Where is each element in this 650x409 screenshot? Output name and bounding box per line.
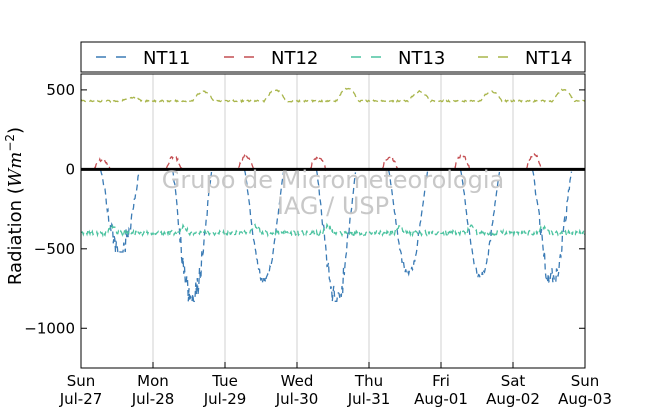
x-tick-label-date: Jul-31 bbox=[347, 390, 391, 408]
x-tick-label-date: Jul-28 bbox=[131, 390, 175, 408]
y-axis-label-main: Radiation ( bbox=[5, 187, 26, 285]
series-layer bbox=[80, 87, 586, 303]
series-line-nt11 bbox=[99, 169, 573, 303]
x-tick-label-day: Wed bbox=[281, 372, 314, 390]
y-tick-label: 0 bbox=[65, 160, 75, 178]
legend-label-nt12: NT12 bbox=[271, 48, 318, 69]
series-line-nt14 bbox=[80, 87, 586, 104]
x-tick-label-day: Sun bbox=[67, 372, 96, 390]
x-tick-label-date: Aug-01 bbox=[414, 390, 468, 408]
x-tick-label-date: Aug-02 bbox=[486, 390, 540, 408]
y-tick-label: −500 bbox=[34, 240, 75, 258]
legend: NT11 NT12 NT13 NT14 bbox=[80, 41, 586, 73]
legend-label-nt11: NT11 bbox=[143, 48, 190, 69]
x-tick-label-day: Sat bbox=[501, 372, 526, 390]
watermark-line-1: Grupo de Micrometeorologia bbox=[162, 166, 504, 194]
x-axis: SunJul-27MonJul-28TueJul-29WedJul-30ThuJ… bbox=[59, 362, 612, 408]
y-axis-label: Radiation (Wm−2) bbox=[3, 127, 26, 285]
watermark: Grupo de Micrometeorologia IAG / USP bbox=[162, 166, 504, 220]
x-tick-label-date: Jul-27 bbox=[59, 390, 103, 408]
series-line-nt13 bbox=[80, 222, 586, 238]
x-tick-label-date: Jul-30 bbox=[275, 390, 319, 408]
plot-frame bbox=[80, 73, 586, 369]
y-axis-label-exponent: −2 bbox=[3, 134, 17, 152]
y-tick-label: 500 bbox=[46, 81, 75, 99]
x-tick-label-day: Tue bbox=[211, 372, 238, 390]
x-tick-label-day: Thu bbox=[354, 372, 383, 390]
x-tick-label-day: Fri bbox=[432, 372, 450, 390]
legend-label-nt13: NT13 bbox=[398, 48, 445, 69]
watermark-line-2: IAG / USP bbox=[277, 192, 389, 220]
x-tick-label-date: Jul-29 bbox=[203, 390, 247, 408]
y-tick-label: −1000 bbox=[24, 319, 75, 337]
vertical-grid bbox=[152, 74, 514, 368]
series-line-nt12 bbox=[93, 151, 546, 172]
legend-label-nt14: NT14 bbox=[525, 48, 572, 69]
y-axis: 500 0 −500 −1000 bbox=[24, 81, 585, 337]
y-axis-label-units: Wm bbox=[5, 152, 26, 188]
x-tick-label-date: Aug-03 bbox=[558, 390, 612, 408]
y-axis-label-close: ) bbox=[5, 127, 26, 134]
x-tick-label-day: Mon bbox=[137, 372, 169, 390]
x-tick-label-day: Sun bbox=[571, 372, 600, 390]
